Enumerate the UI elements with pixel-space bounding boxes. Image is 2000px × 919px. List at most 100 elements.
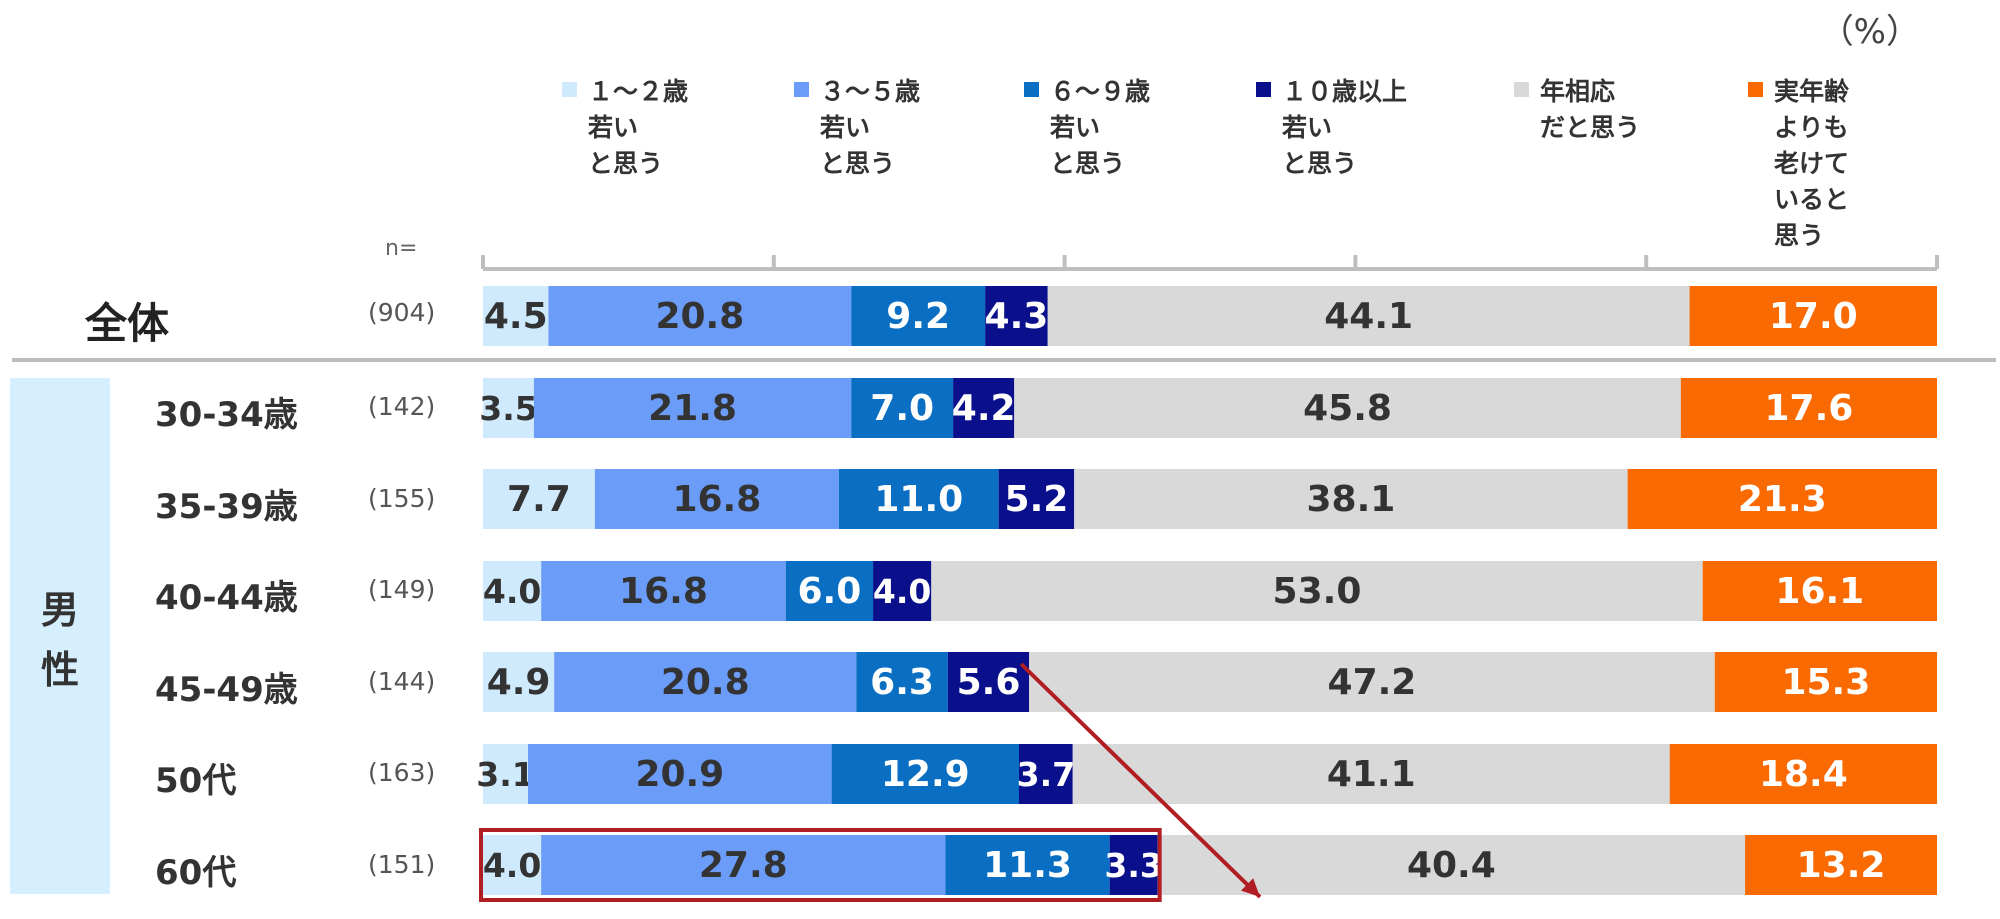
bar-value-label: 20.8: [661, 662, 750, 703]
male-group-band: [10, 378, 110, 894]
bar-value-label: 16.1: [1775, 571, 1864, 612]
bar-value-label: 4.2: [952, 388, 1016, 429]
n-value-30-34: (142): [368, 392, 436, 421]
bars: 4.5 20.8 9.2 4.3 44.1 17.0 3.5 21.8 7.0 4.2 45.8 17…: [476, 286, 1937, 895]
bar-value-label: 3.1: [476, 755, 534, 794]
bar-segment: [985, 286, 1048, 346]
bar-segment: [953, 378, 1015, 438]
bar-value-label: 7.7: [507, 479, 571, 520]
bar-value-label: 17.6: [1765, 388, 1854, 429]
legend-label: ６～９歳 若い と思う: [1050, 77, 1151, 178]
bar-segment: [1018, 744, 1073, 804]
bar-segment: [1014, 378, 1681, 438]
bar-segment: [856, 652, 948, 712]
row-label-50s: 50代: [155, 761, 237, 801]
bar-value-label: 40.4: [1407, 845, 1496, 886]
bar-value-label: 17.0: [1769, 296, 1858, 337]
bar-segment: [831, 744, 1019, 804]
bar-segment: [1669, 744, 1937, 804]
bar-segment: [483, 469, 595, 529]
bar-segment: [528, 744, 832, 804]
axis: [481, 255, 1939, 271]
bar-value-label: 3.7: [1017, 755, 1075, 794]
row-label-total: 全体: [85, 299, 170, 348]
n-value-60s: (151): [368, 850, 436, 879]
bar-value-label: 13.2: [1797, 845, 1886, 886]
n-value-45-49: (144): [368, 667, 436, 696]
legend-label: １０歳以上 若い と思う: [1282, 77, 1408, 178]
annotations: [479, 662, 1262, 902]
bar-value-label: 16.8: [672, 479, 761, 520]
bar-segment: [947, 652, 1030, 712]
bar-value-label: 16.8: [619, 571, 708, 612]
bar-value-label: 45.8: [1303, 388, 1392, 429]
n-value-50s: (163): [368, 758, 436, 787]
bar-segment: [1714, 652, 1937, 712]
row-label-60s: 60代: [155, 853, 237, 893]
n-header: n=: [385, 236, 418, 261]
bar-value-label: 7.0: [870, 388, 934, 429]
bar-segment: [851, 378, 954, 438]
bar-value-label: 5.2: [1005, 479, 1069, 520]
bar-segment: [483, 286, 549, 346]
bar-value-label: 47.2: [1328, 662, 1417, 703]
legend-swatch: [1514, 82, 1529, 97]
bar-value-label: 9.2: [886, 296, 950, 337]
bar-segment: [483, 652, 555, 712]
bar-value-label: 21.8: [648, 388, 737, 429]
legend-label: １～２歳 若い と思う: [588, 77, 689, 178]
bar-value-label: 12.9: [881, 754, 970, 795]
bar-value-label: 38.1: [1306, 479, 1395, 520]
bar-segment: [1047, 286, 1690, 346]
bar-segment: [785, 561, 874, 621]
bar-value-label: 27.8: [699, 845, 788, 886]
bar-segment: [1689, 286, 1937, 346]
bar-segment: [851, 286, 986, 346]
bar-segment: [1109, 835, 1158, 895]
unit-label: （%）: [1819, 12, 1920, 52]
bar-value-label: 4.0: [483, 846, 541, 885]
bar-value-label: 4.3: [985, 296, 1049, 337]
n-value-40-44: (149): [368, 575, 436, 604]
bar-segment: [1029, 652, 1715, 712]
bar-value-label: 6.3: [870, 662, 934, 703]
row-label-30-34: 30-34歳: [155, 395, 298, 435]
legend-swatch: [1024, 82, 1039, 97]
total-separator: [12, 358, 1996, 362]
bar-value-label: 11.0: [874, 479, 963, 520]
bar-segment: [548, 286, 852, 346]
highlight-box: [479, 828, 1162, 902]
bar-segment: [945, 835, 1110, 895]
bar-value-label: 44.1: [1324, 296, 1413, 337]
bar-value-label: 4.0: [873, 572, 931, 611]
bar-value-label: 11.3: [983, 845, 1072, 886]
bar-segment: [594, 469, 839, 529]
bar-segment: [533, 378, 852, 438]
male-group-label: 男 性: [40, 588, 79, 692]
row-label-40-44: 40-44歳: [155, 578, 298, 618]
bar-value-label: 4.9: [487, 662, 551, 703]
bar-segment: [483, 378, 534, 438]
bar-value-label: 15.3: [1781, 662, 1870, 703]
bar-segment: [1702, 561, 1937, 621]
bar-segment: [931, 561, 1703, 621]
n-value-35-39: (155): [368, 484, 436, 513]
legend-swatch: [1256, 82, 1271, 97]
bar-value-label: 3.5: [479, 389, 537, 428]
legend-label: 実年齢 よりも 老けて いると 思う: [1774, 77, 1850, 250]
bar-value-label: 4.0: [483, 572, 541, 611]
bar-value-label: 41.1: [1327, 754, 1416, 795]
bar-segment: [541, 561, 786, 621]
bar-value-label: 5.6: [957, 662, 1021, 703]
bar-segment: [1627, 469, 1937, 529]
n-value-total: (904): [368, 298, 436, 327]
bar-value-label: 21.3: [1738, 479, 1827, 520]
legend-swatch: [794, 82, 809, 97]
bar-segment: [483, 835, 542, 895]
bar-segment: [483, 561, 542, 621]
bar-segment: [838, 469, 999, 529]
bar-value-label: 4.5: [484, 296, 548, 337]
bar-segment: [1074, 469, 1628, 529]
row-label-35-39: 35-39歳: [155, 487, 298, 527]
